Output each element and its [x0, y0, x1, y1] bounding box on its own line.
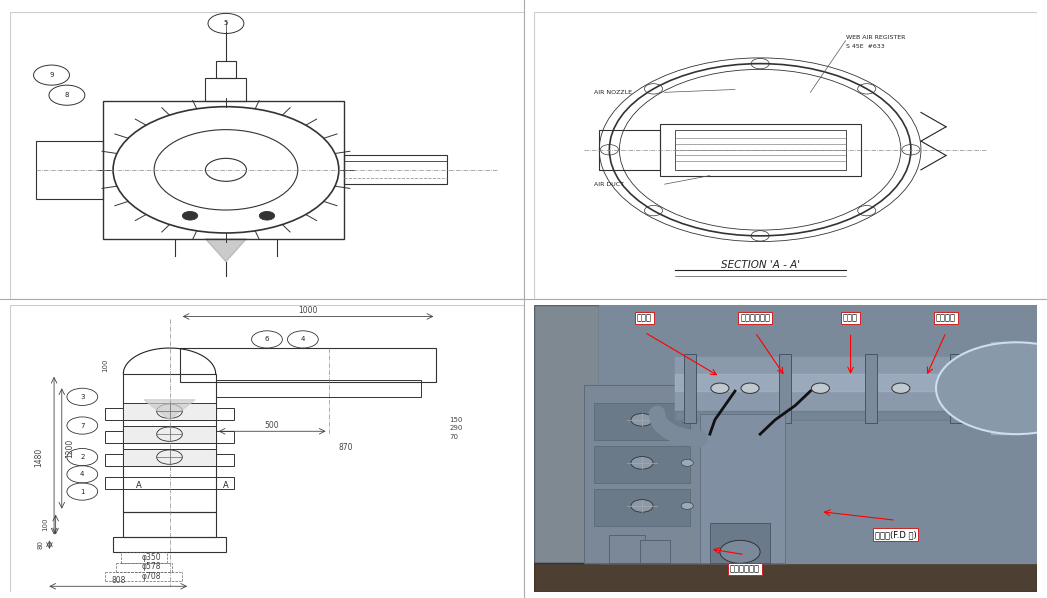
Circle shape — [892, 383, 910, 393]
Bar — [103, 101, 343, 239]
Bar — [684, 354, 696, 423]
Text: 4: 4 — [81, 471, 85, 477]
Circle shape — [741, 383, 759, 393]
Bar — [124, 448, 216, 466]
Circle shape — [631, 456, 653, 469]
Bar — [205, 78, 246, 101]
Text: 808: 808 — [111, 576, 126, 585]
Bar — [113, 538, 226, 552]
Bar — [595, 489, 690, 526]
Text: 8: 8 — [65, 92, 69, 98]
Text: A: A — [136, 481, 141, 490]
Text: 주시공: 주시공 — [637, 313, 652, 322]
Bar — [779, 354, 792, 423]
Bar — [180, 348, 437, 383]
Bar — [599, 130, 660, 170]
Bar — [124, 426, 216, 443]
Circle shape — [631, 499, 653, 512]
Bar — [106, 431, 233, 443]
Text: 2: 2 — [81, 454, 85, 460]
Bar — [660, 124, 861, 176]
Bar — [216, 61, 237, 78]
Polygon shape — [674, 356, 1017, 420]
Bar — [343, 155, 447, 184]
Text: φ350: φ350 — [141, 553, 161, 562]
Bar — [216, 380, 421, 397]
Text: 1000: 1000 — [298, 306, 317, 315]
Bar — [124, 374, 216, 512]
Text: 9: 9 — [49, 72, 53, 78]
Text: 100: 100 — [102, 359, 108, 372]
Text: 송풍기(F.D 팬): 송풍기(F.D 팬) — [875, 530, 917, 539]
Circle shape — [260, 212, 274, 220]
Text: WEB AIR REGISTER: WEB AIR REGISTER — [846, 35, 905, 40]
Polygon shape — [674, 374, 1017, 391]
Bar — [106, 408, 233, 420]
Text: 측정공: 측정공 — [843, 313, 859, 322]
Text: A: A — [223, 481, 229, 490]
Bar — [674, 130, 846, 170]
Text: 3: 3 — [80, 394, 85, 400]
Circle shape — [811, 383, 829, 393]
Text: 1200: 1200 — [65, 439, 74, 458]
Circle shape — [682, 416, 693, 423]
Bar — [106, 477, 233, 489]
Text: 1: 1 — [80, 489, 85, 495]
Text: 공기조절밸브: 공기조절밸브 — [730, 565, 760, 573]
Bar — [106, 454, 233, 466]
Text: 70: 70 — [449, 434, 459, 440]
Text: 4: 4 — [300, 337, 305, 343]
Text: 온도센서: 온도센서 — [936, 313, 956, 322]
Polygon shape — [534, 563, 1037, 592]
Bar — [124, 402, 216, 420]
Circle shape — [182, 212, 198, 220]
Circle shape — [682, 459, 693, 466]
Bar — [865, 354, 876, 423]
Circle shape — [631, 413, 653, 426]
Text: 액상주입시설: 액상주입시설 — [740, 313, 771, 322]
Polygon shape — [992, 342, 1017, 434]
Text: 6: 6 — [265, 337, 269, 343]
Bar — [950, 354, 962, 423]
Bar — [710, 523, 771, 563]
Text: 1480: 1480 — [35, 447, 43, 466]
Text: 5: 5 — [224, 20, 228, 26]
Text: 290: 290 — [449, 425, 463, 431]
Polygon shape — [205, 239, 246, 262]
Bar — [584, 385, 699, 563]
Text: AIR NOZZLE: AIR NOZZLE — [595, 90, 632, 95]
Bar — [609, 535, 645, 563]
Circle shape — [711, 383, 729, 393]
Circle shape — [936, 342, 1047, 434]
Bar — [36, 141, 103, 199]
Bar — [595, 446, 690, 483]
Text: φ708: φ708 — [141, 572, 161, 581]
Polygon shape — [699, 414, 785, 563]
Text: 870: 870 — [339, 443, 353, 451]
Bar — [640, 541, 670, 563]
Text: 500: 500 — [265, 421, 280, 430]
Text: 100: 100 — [42, 518, 48, 531]
Text: 7: 7 — [80, 423, 85, 429]
Polygon shape — [534, 305, 599, 563]
Text: φ578: φ578 — [141, 562, 161, 570]
Text: 150: 150 — [449, 417, 463, 423]
Bar — [595, 402, 690, 440]
Text: AIR DUCT: AIR DUCT — [595, 182, 624, 187]
Polygon shape — [584, 385, 699, 563]
Circle shape — [682, 502, 693, 509]
Bar — [699, 414, 785, 563]
Text: 80: 80 — [38, 540, 43, 549]
Text: SECTION 'A - A': SECTION 'A - A' — [720, 260, 800, 270]
Bar — [124, 512, 216, 538]
Text: S 45E  #633: S 45E #633 — [846, 44, 885, 49]
Polygon shape — [599, 305, 1037, 563]
Polygon shape — [674, 411, 1017, 420]
Polygon shape — [143, 399, 195, 420]
Circle shape — [720, 541, 760, 563]
